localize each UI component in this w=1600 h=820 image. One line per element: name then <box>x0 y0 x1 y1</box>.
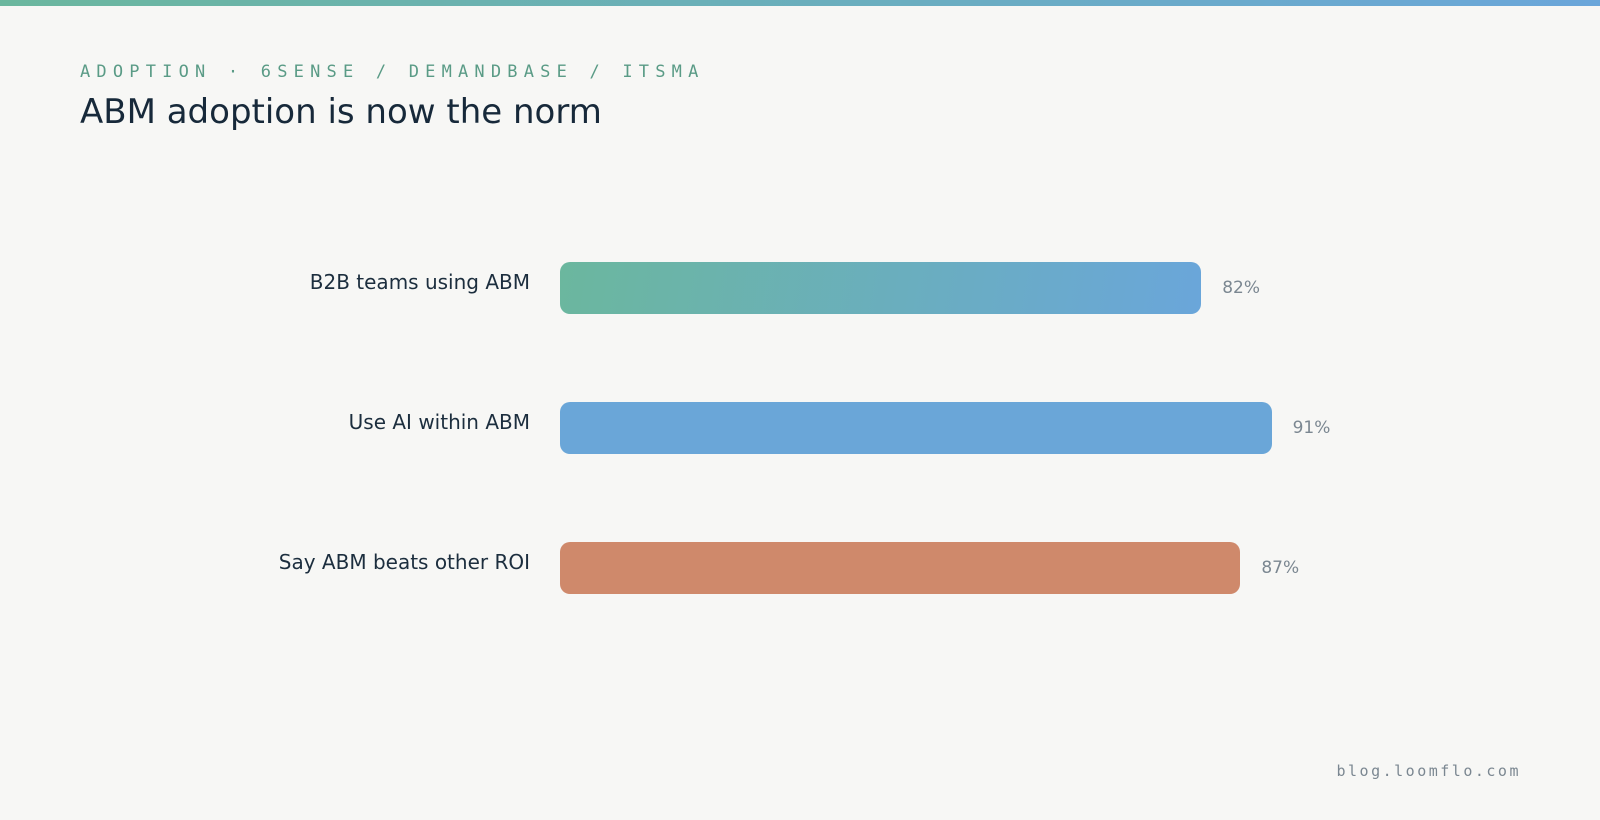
bar <box>560 262 1202 314</box>
footer-source: blog.loomflo.com <box>1336 762 1521 780</box>
value-label: 82% <box>1222 278 1261 298</box>
value-label: 87% <box>1261 558 1300 578</box>
top-accent-bar <box>0 0 1600 6</box>
bar <box>560 402 1272 454</box>
category-label: Use AI within ABM <box>348 410 530 434</box>
category-label: B2B teams using ABM <box>309 270 530 294</box>
value-label: 91% <box>1292 418 1331 438</box>
bar <box>560 542 1241 594</box>
page-title: ABM adoption is now the norm <box>80 92 602 132</box>
category-label: Say ABM beats other ROI <box>278 550 530 574</box>
section-kicker: ADOPTION · 6SENSE / DEMANDBASE / ITSMA <box>80 62 705 82</box>
